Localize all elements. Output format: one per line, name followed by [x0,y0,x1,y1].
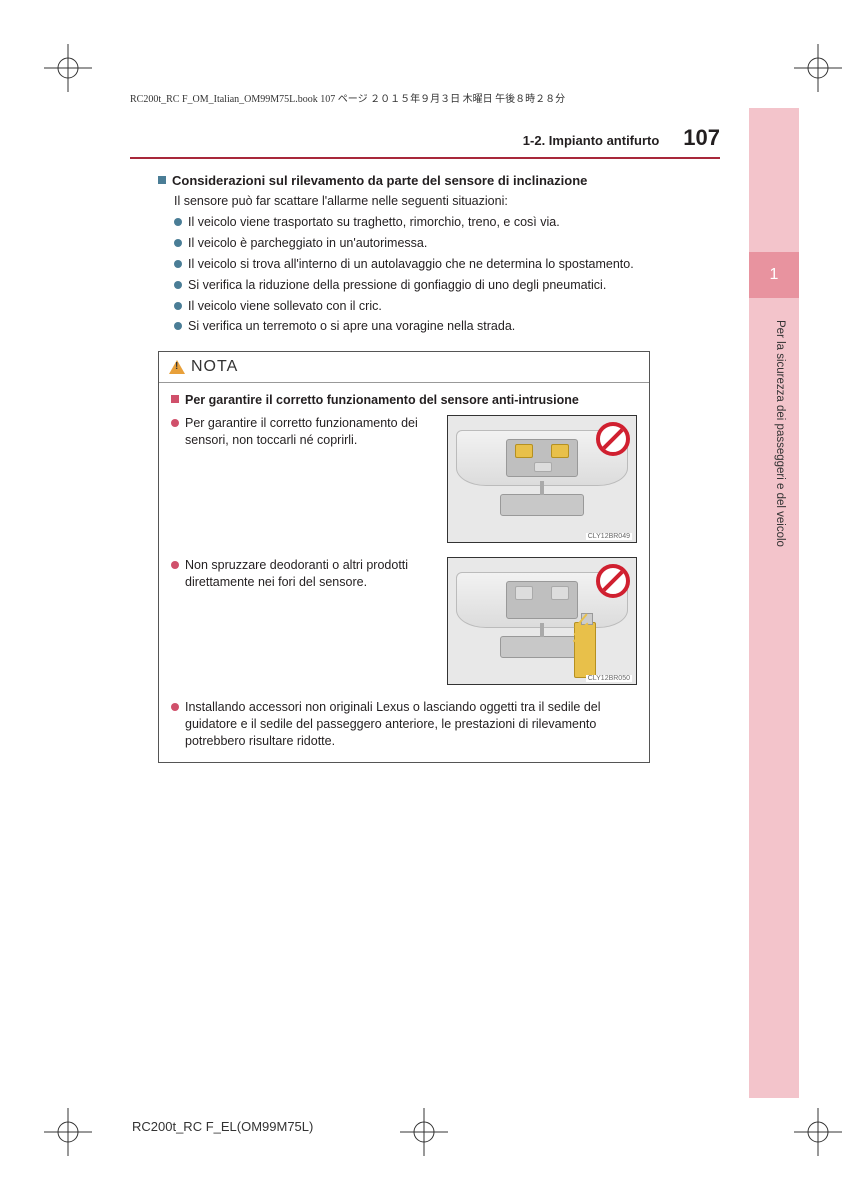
prohibit-icon [596,422,630,456]
round-bullet-icon [174,260,182,268]
illustration: CLY12BR049 [447,415,637,543]
page-number: 107 [683,125,720,151]
crop-mark [44,44,92,92]
bullet-list: Il veicolo viene trasportato su traghett… [174,214,720,335]
crop-mark [400,1108,448,1156]
footer-code: RC200t_RC F_EL(OM99M75L) [132,1119,313,1134]
list-item-text: Il veicolo viene trasportato su traghett… [188,215,560,229]
list-item-text: Si verifica la riduzione della pressione… [188,278,606,292]
button-shape [534,462,552,472]
list-item: Si verifica la riduzione della pressione… [174,277,720,294]
list-item: Il veicolo viene trasportato su traghett… [174,214,720,231]
sensor-shape [515,586,533,600]
console-shape [506,439,578,477]
nota-header: NOTA [159,352,649,383]
mirror-shape [500,494,584,516]
section-title: Considerazioni sul rilevamento da parte … [158,173,720,188]
nota-subtitle: Per garantire il corretto funzionamento … [171,393,637,407]
side-chapter-title: Per la sicurezza dei passeggeri e del ve… [774,320,786,547]
sensor-shape [551,586,569,600]
round-bullet-icon [171,703,179,711]
list-item: Il veicolo è parcheggiato in un'autorime… [174,235,720,252]
list-item: Il veicolo viene sollevato con il cric. [174,298,720,315]
sensor-shape [551,444,569,458]
list-item-text: Si verifica un terremoto o si apre una v… [188,319,515,333]
header-rule [130,157,720,159]
square-bullet-icon [171,395,179,403]
mirror-shape [500,636,584,658]
round-bullet-icon [174,218,182,226]
list-item-text: Il veicolo si trova all'interno di un au… [188,257,634,271]
sensor-shape [515,444,533,458]
crop-mark [794,1108,842,1156]
list-item: Si verifica un terremoto o si apre una v… [174,318,720,335]
nota-subtitle-text: Per garantire il corretto funzionamento … [185,393,579,407]
chapter-tab: 1 [749,252,799,298]
round-bullet-icon [174,322,182,330]
illustration: CLY12BR050 [447,557,637,685]
image-code: CLY12BR050 [586,675,632,682]
list-item-text: Il veicolo è parcheggiato in un'autorime… [188,236,427,250]
square-bullet-icon [158,176,166,184]
list-item: Il veicolo si trova all'interno di un au… [174,256,720,273]
nota-row-text: Per garantire il corretto funzionamento … [171,415,437,449]
section-intro: Il sensore può far scattare l'allarme ne… [174,194,720,208]
section-label: 1-2. Impianto antifurto [523,133,660,148]
crop-mark [794,44,842,92]
section-title-text: Considerazioni sul rilevamento da parte … [172,173,587,188]
console-shape [506,581,578,619]
prohibit-icon [596,564,630,598]
warning-triangle-icon [169,360,185,374]
round-bullet-icon [174,281,182,289]
round-bullet-icon [174,302,182,310]
nota-row: Non spruzzare deodoranti o altri prodott… [171,557,637,685]
meta-header: RC200t_RC F_OM_Italian_OM99M75L.book 107… [130,90,565,105]
nota-row-text: Non spruzzare deodoranti o altri prodott… [171,557,437,591]
round-bullet-icon [174,239,182,247]
list-item-text: Il veicolo viene sollevato con il cric. [188,299,382,313]
round-bullet-icon [171,419,179,427]
nota-row: Per garantire il corretto funzionamento … [171,415,637,543]
nota-final-note: Installando accessori non originali Lexu… [171,699,637,750]
crop-mark [44,1108,92,1156]
chapter-number: 1 [770,266,779,284]
round-bullet-icon [171,561,179,569]
page-content: 1-2. Impianto antifurto 107 Considerazio… [130,125,720,763]
nota-box: NOTA Per garantire il corretto funzionam… [158,351,650,763]
image-code: CLY12BR049 [586,533,632,540]
nota-title: NOTA [191,358,238,376]
